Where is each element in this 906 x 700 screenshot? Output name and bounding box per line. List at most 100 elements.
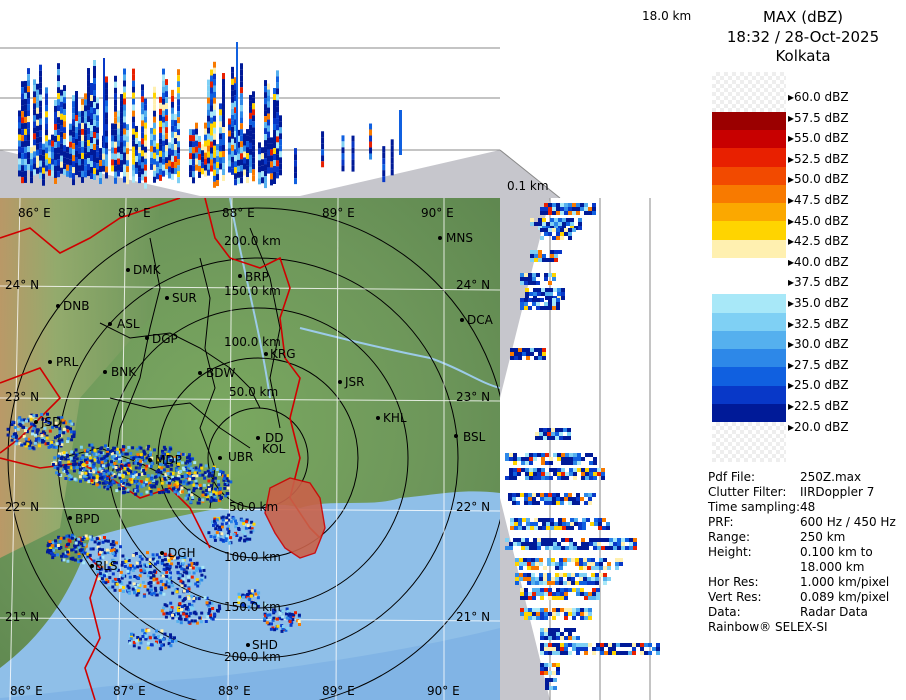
echo-cell [568, 228, 572, 232]
echo-cell [110, 560, 113, 564]
echo-cell [207, 127, 210, 134]
echo-cell [111, 135, 114, 142]
meridian [335, 198, 339, 700]
echo-cell [53, 466, 57, 469]
echo-cell [564, 651, 568, 655]
echo-cell [544, 493, 548, 497]
echo-cell [601, 476, 605, 480]
echo-cell [263, 617, 266, 621]
echo-cell [509, 468, 513, 472]
echo-cell [27, 104, 30, 111]
legend-level-label: ▸55.0 dBZ [788, 131, 849, 146]
echo-cell [62, 558, 66, 562]
echo-cell [544, 228, 548, 232]
echo-cell [560, 596, 564, 600]
echo-cell [540, 228, 544, 232]
echo-cell [24, 426, 28, 430]
echo-cell [539, 428, 543, 432]
echo-cell [264, 110, 267, 117]
echo-cell [549, 538, 553, 542]
echo-cell [131, 446, 135, 450]
echo-cell [62, 427, 66, 431]
echo-cell [207, 145, 210, 152]
echo-cell [148, 558, 152, 562]
echo-cell [231, 138, 234, 145]
echo-cell [120, 563, 124, 567]
echo-cell [39, 76, 42, 83]
echo-cell [524, 273, 528, 277]
echo-cell [6, 427, 10, 431]
echo-cell [528, 298, 532, 302]
echo-cell [54, 111, 57, 118]
echo-cell [603, 558, 607, 562]
echo-cell [234, 522, 238, 525]
echo-cell [599, 558, 603, 562]
echo-cell [114, 129, 117, 136]
echo-cell [121, 448, 125, 452]
echo-cell [552, 306, 556, 310]
echo-cell [87, 170, 90, 177]
echo-cell [273, 135, 276, 142]
echo-cell [525, 542, 529, 546]
echo-cell [273, 111, 276, 118]
echo-cell [165, 481, 169, 485]
echo-cell [21, 93, 24, 100]
echo-cell [264, 128, 267, 135]
echo-cell [541, 538, 545, 542]
echo-cell [136, 457, 140, 461]
echo-cell [149, 451, 153, 455]
echo-cell [69, 475, 73, 479]
echo-cell [548, 497, 552, 501]
echo-cell [264, 146, 267, 153]
echo-cell [517, 472, 521, 476]
echo-cell [57, 75, 60, 82]
echo-cell [118, 454, 122, 458]
echo-cell [100, 565, 104, 569]
echo-cell [185, 612, 189, 616]
echo-cell [164, 462, 168, 466]
echo-cell [141, 580, 145, 584]
echo-cell [563, 558, 567, 562]
echo-cell [156, 149, 159, 156]
echo-cell [70, 450, 74, 454]
echo-cell [535, 562, 539, 566]
echo-cell [152, 578, 156, 582]
echo-cell [198, 153, 201, 160]
echo-cell [542, 352, 546, 356]
station-dot [145, 336, 149, 340]
legend-level-label: ▸47.5 dBZ [788, 193, 849, 207]
echo-cell [33, 97, 36, 104]
echo-cell [552, 273, 556, 277]
echo-cell [514, 356, 518, 360]
echo-cell [240, 87, 243, 94]
echo-cell [70, 536, 74, 540]
echo-cell [294, 154, 297, 161]
echo-cell [182, 561, 185, 565]
echo-cell [73, 459, 77, 463]
echo-cell [597, 468, 601, 472]
echo-cell [38, 444, 41, 448]
echo-cell [21, 177, 24, 184]
echo-cell [390, 157, 394, 164]
echo-cell [234, 167, 237, 174]
echo-cell [559, 573, 563, 577]
echo-cell [93, 138, 96, 145]
station-label: DGH [168, 546, 196, 560]
station-dot [68, 516, 72, 520]
echo-cell [572, 612, 576, 616]
echo-cell [106, 452, 110, 456]
echo-cell [581, 472, 585, 476]
echo-cell [86, 473, 90, 477]
echo-cell [341, 153, 345, 160]
echo-cell [538, 222, 542, 226]
echo-cell [562, 518, 566, 522]
echo-cell [545, 678, 549, 682]
echo-cell [177, 608, 180, 612]
echo-cell [77, 537, 81, 541]
echo-cell [70, 422, 74, 426]
echo-cell [57, 165, 60, 172]
echo-cell [246, 524, 250, 528]
echo-cell [126, 482, 129, 486]
echo-cell [124, 448, 128, 452]
echo-cell [115, 489, 119, 493]
